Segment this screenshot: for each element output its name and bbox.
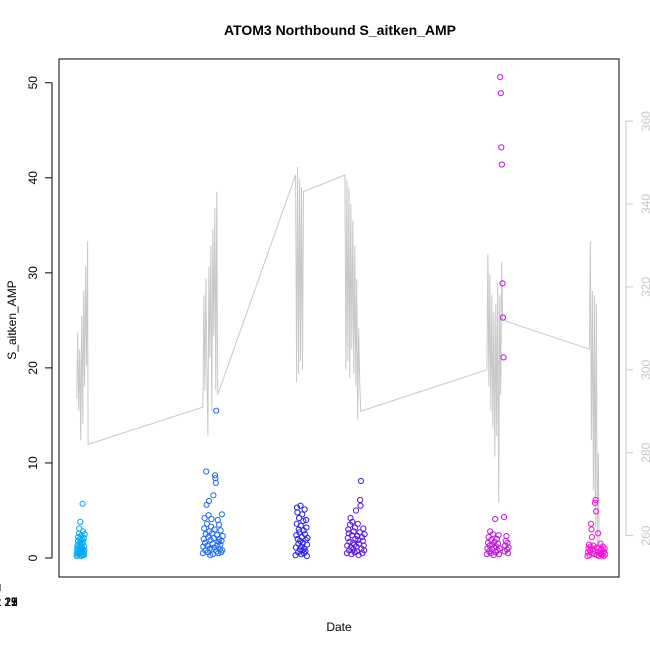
y-tick-label: 20 — [26, 361, 40, 375]
y2-tick-label: 360 — [639, 111, 650, 131]
data-point — [498, 91, 503, 96]
data-point — [302, 507, 307, 512]
data-point — [355, 521, 360, 526]
line-y2 — [77, 167, 600, 557]
data-point — [218, 528, 223, 533]
data-point — [498, 75, 503, 80]
y-tick-label: 30 — [26, 266, 40, 280]
data-point — [204, 502, 209, 507]
data-point — [214, 533, 219, 538]
y2-tick-label: 320 — [639, 277, 650, 297]
data-point — [358, 497, 363, 502]
data-point — [214, 408, 219, 413]
data-point — [220, 534, 225, 539]
y-axis-label: S_aitken_AMP — [5, 280, 19, 359]
data-point — [358, 503, 363, 508]
data-point — [208, 524, 213, 529]
y-tick-label: 10 — [26, 456, 40, 470]
data-point — [499, 162, 504, 167]
data-point — [353, 508, 358, 513]
plot-box — [59, 59, 619, 577]
data-point — [589, 535, 594, 540]
data-point — [596, 531, 601, 536]
data-point — [358, 478, 363, 483]
data-point — [206, 498, 211, 503]
data-point — [493, 516, 498, 521]
data-point — [501, 355, 506, 360]
y-tick-label: 0 — [26, 554, 40, 561]
y-tick-label: 40 — [26, 171, 40, 185]
scatter-series — [74, 75, 608, 559]
data-point — [502, 515, 507, 520]
data-point — [211, 493, 216, 498]
axes: Oct 15Oct 17Oct 19Oct 21Oct 23Oct 25 0 10 2… — [0, 76, 650, 609]
data-point — [588, 521, 593, 526]
y2-tick-label: 300 — [639, 359, 650, 379]
data-point — [78, 519, 83, 524]
x-axis-label: Date — [326, 620, 352, 634]
x-tick-label: Oct 25 — [0, 595, 18, 609]
data-point — [209, 516, 214, 521]
y2-tick-label: 260 — [639, 525, 650, 545]
y2-tick-label: 280 — [639, 442, 650, 462]
y-tick-label: 50 — [26, 76, 40, 90]
data-point — [219, 512, 224, 517]
data-point — [216, 522, 221, 527]
data-point — [80, 501, 85, 506]
chart-title: ATOM3 Northbound S_aitken_AMP — [224, 22, 456, 38]
data-point — [361, 526, 366, 531]
line-series — [77, 167, 600, 557]
data-point — [499, 145, 504, 150]
data-point — [589, 527, 594, 532]
data-point — [212, 527, 217, 532]
data-point — [204, 469, 209, 474]
y2-tick-label: 340 — [639, 194, 650, 214]
